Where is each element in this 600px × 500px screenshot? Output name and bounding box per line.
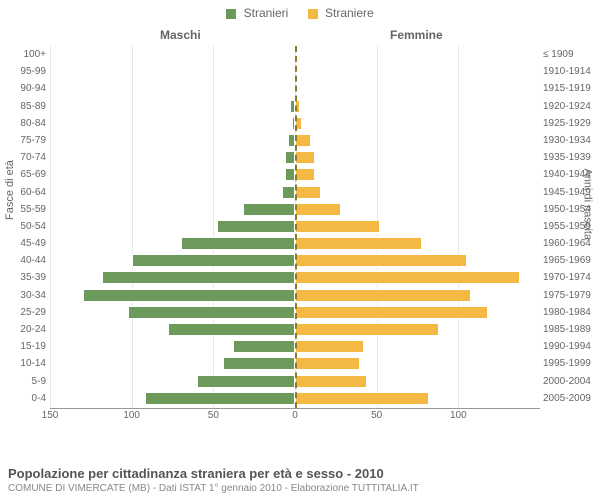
bar-male [217,220,295,233]
legend-male-label: Stranieri [244,6,289,20]
birth-label: 1945-1949 [543,184,598,201]
bar-female [295,151,315,164]
age-label: 70-74 [2,149,46,166]
x-tick: 50 [371,410,382,421]
birth-label: 1955-1959 [543,218,598,235]
birth-label: 1975-1979 [543,287,598,304]
age-label: 60-64 [2,184,46,201]
bar-male [145,392,295,405]
bar-male [197,375,295,388]
bar-male [132,254,295,267]
bar-female [295,237,422,250]
bar-female [295,340,364,353]
bar-male [102,271,295,284]
age-label: 45-49 [2,235,46,252]
x-tick: 0 [292,410,298,421]
bar-female [295,203,341,216]
bar-male [285,151,295,164]
birth-label: 1965-1969 [543,252,598,269]
bar-female [295,254,467,267]
age-label: 55-59 [2,201,46,218]
bar-female [295,375,367,388]
bar-male [83,289,295,302]
age-label: 5-9 [2,373,46,390]
x-axis: 15010050050100 [50,410,540,426]
bar-female [295,186,321,199]
bar-male [243,203,295,216]
bar-male [223,357,295,370]
x-tick: 50 [208,410,219,421]
age-label: 40-44 [2,252,46,269]
birth-label: 1990-1994 [543,338,598,355]
birth-label: 2000-2004 [543,373,598,390]
birth-label: 1930-1934 [543,132,598,149]
bar-male [168,323,295,336]
bar-male [282,186,295,199]
birth-label: 1940-1944 [543,166,598,183]
bar-female [295,271,520,284]
x-tick: 100 [450,410,467,421]
bar-male [181,237,295,250]
birth-label: 1935-1939 [543,149,598,166]
age-label: 75-79 [2,132,46,149]
bar-male [128,306,295,319]
birth-label: 1960-1964 [543,235,598,252]
male-title: Maschi [160,28,201,42]
birth-label: 1970-1974 [543,269,598,286]
bar-male [233,340,295,353]
age-label: 50-54 [2,218,46,235]
x-baseline [50,408,540,409]
age-label: 95-99 [2,63,46,80]
center-line [295,46,297,408]
birth-label: ≤ 1909 [543,46,598,63]
age-label: 65-69 [2,166,46,183]
bar-male [285,168,295,181]
birth-label: 1995-1999 [543,355,598,372]
birth-label: 1950-1954 [543,201,598,218]
legend: Stranieri Straniere [0,6,600,20]
age-label: 15-19 [2,338,46,355]
age-label: 80-84 [2,115,46,132]
age-label: 25-29 [2,304,46,321]
x-tick: 100 [123,410,140,421]
age-label: 90-94 [2,80,46,97]
bar-female [295,392,429,405]
age-label: 0-4 [2,390,46,407]
footer-subtitle: COMUNE DI VIMERCATE (MB) - Dati ISTAT 1°… [8,483,592,494]
bar-female [295,357,360,370]
x-tick: 150 [42,410,59,421]
legend-female-label: Straniere [325,6,374,20]
female-title: Femmine [390,28,443,42]
chart-area: Maschi Femmine 100+≤ 190995-991910-19149… [50,28,540,428]
swatch-male [226,9,236,19]
legend-female: Straniere [308,6,374,20]
birth-label: 1985-1989 [543,321,598,338]
age-label: 100+ [2,46,46,63]
bar-female [295,306,488,319]
birth-label: 1925-1929 [543,115,598,132]
birth-label: 1915-1919 [543,80,598,97]
age-label: 10-14 [2,355,46,372]
age-label: 35-39 [2,269,46,286]
birth-label: 2005-2009 [543,390,598,407]
footer-title: Popolazione per cittadinanza straniera p… [8,466,592,481]
age-label: 20-24 [2,321,46,338]
bar-female [295,323,439,336]
age-label: 30-34 [2,287,46,304]
bar-female [295,168,315,181]
swatch-female [308,9,318,19]
birth-label: 1980-1984 [543,304,598,321]
bar-female [295,220,380,233]
bar-female [295,289,471,302]
legend-male: Stranieri [226,6,288,20]
age-label: 85-89 [2,98,46,115]
birth-label: 1910-1914 [543,63,598,80]
bar-female [295,134,311,147]
birth-label: 1920-1924 [543,98,598,115]
footer: Popolazione per cittadinanza straniera p… [8,466,592,494]
